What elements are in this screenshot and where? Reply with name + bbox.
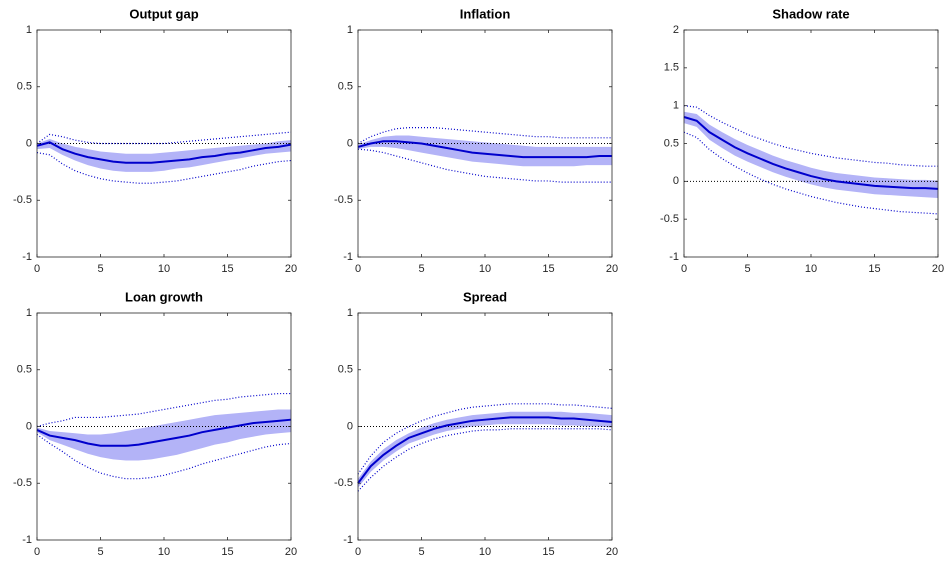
outer-bound	[357, 428, 613, 492]
median-line	[357, 416, 613, 484]
x-tick-label: 15	[221, 546, 233, 558]
y-tick-label: -1	[343, 534, 353, 546]
x-tick-label: 20	[285, 263, 297, 275]
median-line	[683, 116, 939, 190]
x-tick-label: 5	[97, 263, 103, 275]
x-tick-label: 5	[97, 546, 103, 558]
y-tick-label: 1	[26, 307, 32, 319]
y-tick-label: -0.5	[334, 477, 353, 489]
credible-band	[358, 411, 612, 488]
x-tick-label: 20	[285, 546, 297, 558]
y-tick-label: 0.5	[17, 364, 32, 376]
subplot: Spread-1-0.500.510 5 10 15 20	[334, 289, 618, 557]
credible-band	[37, 409, 291, 461]
subplot-title: Loan growth	[125, 289, 203, 304]
x-tick-label: 0	[681, 263, 687, 275]
credible-band	[684, 111, 938, 198]
subplot-title: Inflation	[460, 6, 511, 21]
y-tick-label: 0	[347, 420, 353, 432]
subplot: Loan growth-1-0.500.510 5 10 15 20	[13, 289, 297, 557]
outer-bound	[36, 131, 292, 145]
x-tick-label: 0	[355, 263, 361, 275]
subplot: Shadow rate-1-0.500.511.520 5 10 15 20	[660, 6, 944, 274]
y-tick-label: -1	[22, 251, 32, 263]
y-tick-label: 1	[347, 307, 353, 319]
y-tick-label: 1	[26, 24, 32, 36]
median-line	[36, 141, 292, 164]
y-tick-label: -0.5	[13, 194, 32, 206]
outer-bound	[36, 433, 292, 480]
x-tick-label: 20	[606, 263, 618, 275]
y-tick-label: 1.5	[664, 62, 679, 74]
y-tick-label: 0.5	[338, 81, 353, 93]
x-tick-label: 5	[418, 263, 424, 275]
outer-bound	[683, 105, 938, 167]
subplot: Inflation-1-0.500.510 5 10 15 20	[334, 6, 618, 274]
x-tick-label: 5	[744, 263, 750, 275]
x-tick-label: 15	[542, 546, 554, 558]
y-tick-label: 0.5	[664, 137, 679, 149]
y-tick-label: 0	[347, 137, 353, 149]
outer-bound	[683, 131, 939, 215]
median-line	[357, 140, 612, 159]
x-tick-label: 10	[158, 546, 170, 558]
y-tick-label: -0.5	[334, 194, 353, 206]
subplot-title: Shadow rate	[772, 6, 849, 21]
x-tick-label: 15	[221, 263, 233, 275]
outer-bound	[36, 151, 292, 184]
x-tick-label: 10	[479, 546, 491, 558]
x-tick-label: 0	[34, 263, 40, 275]
y-tick-label: -1	[22, 534, 32, 546]
y-tick-label: 0	[26, 420, 32, 432]
x-tick-label: 15	[868, 263, 880, 275]
x-tick-label: 0	[355, 546, 361, 558]
x-tick-label: 15	[542, 263, 554, 275]
y-tick-label: -1	[669, 251, 679, 263]
y-tick-label: 2	[673, 24, 679, 36]
y-tick-label: -0.5	[660, 213, 679, 225]
y-tick-label: 0.5	[17, 81, 32, 93]
subplot: Output gap-1-0.500.510 5 10 15 20	[13, 6, 297, 274]
x-tick-label: 5	[418, 546, 424, 558]
y-tick-label: 0	[673, 175, 679, 187]
y-tick-label: 0.5	[338, 364, 353, 376]
x-tick-label: 0	[34, 546, 40, 558]
subplot-title: Spread	[463, 289, 507, 304]
credible-band	[358, 135, 612, 167]
credible-band	[37, 138, 291, 172]
outer-bound	[357, 403, 613, 475]
x-tick-label: 10	[805, 263, 817, 275]
y-tick-label: -1	[343, 251, 353, 263]
x-tick-label: 10	[158, 263, 170, 275]
x-tick-label: 20	[932, 263, 944, 275]
median-line	[36, 418, 292, 447]
outer-bound	[357, 127, 612, 145]
x-tick-label: 20	[606, 546, 618, 558]
subplot-title: Output gap	[129, 6, 198, 21]
y-tick-label: -0.5	[13, 477, 32, 489]
y-tick-label: 1	[673, 100, 679, 112]
x-tick-label: 10	[479, 263, 491, 275]
y-tick-label: 0	[26, 137, 32, 149]
y-tick-label: 1	[347, 24, 353, 36]
